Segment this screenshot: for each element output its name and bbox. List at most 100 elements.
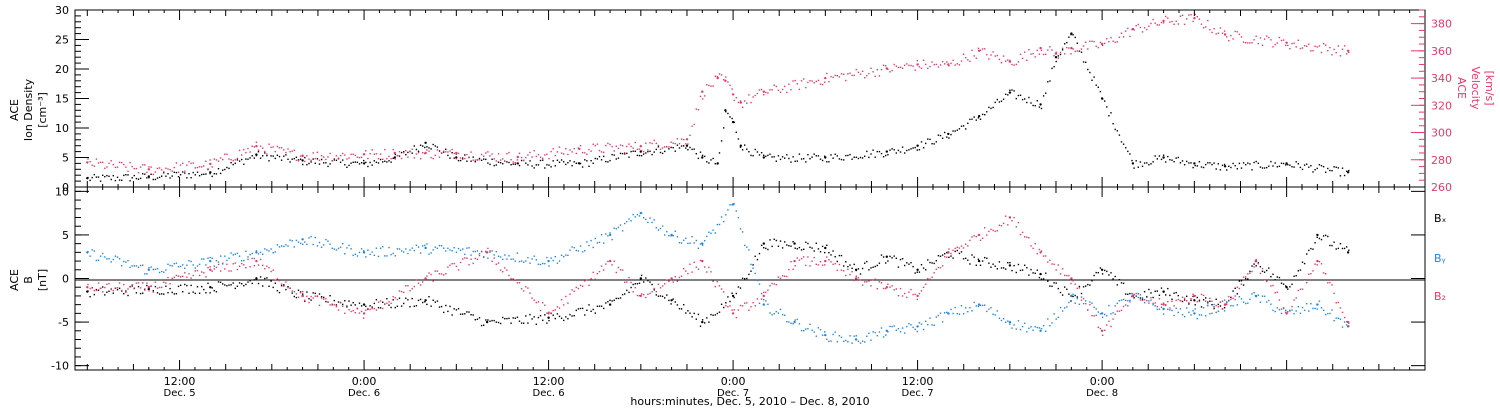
bz-point — [201, 271, 203, 273]
bx-point — [552, 314, 554, 316]
bx-point — [1129, 292, 1131, 295]
by-point — [297, 241, 300, 243]
by-point — [1036, 326, 1038, 329]
by-point — [805, 328, 807, 330]
bx-point — [817, 248, 820, 250]
bx-point — [685, 312, 687, 314]
velocity-point — [836, 75, 838, 77]
density-point — [1183, 164, 1186, 166]
bz-point — [718, 285, 721, 287]
bz-point — [1278, 299, 1281, 301]
velocity-point — [1017, 61, 1020, 63]
bz-point — [765, 291, 767, 293]
velocity-point — [1080, 48, 1083, 50]
bx-point — [308, 298, 310, 300]
by-point — [579, 245, 582, 247]
density-point — [268, 160, 270, 162]
density-point — [1303, 164, 1306, 166]
b-tick-label: -5 — [58, 316, 69, 329]
by-point — [173, 263, 175, 265]
velocity-point — [112, 163, 114, 166]
density-point — [704, 155, 706, 158]
bx-point — [118, 287, 121, 289]
by-marker — [547, 259, 550, 263]
velocity-point — [1221, 32, 1224, 34]
velocity-point — [1051, 49, 1053, 51]
by-point — [613, 227, 615, 229]
density-point — [108, 175, 110, 177]
bz-point — [335, 305, 338, 308]
by-point — [1343, 321, 1346, 323]
bx-point — [518, 320, 521, 322]
by-point — [1146, 296, 1148, 299]
bz-marker — [147, 286, 150, 289]
by-point — [638, 215, 641, 217]
bz-point — [394, 297, 396, 299]
velocity-point — [685, 143, 687, 145]
bz-point — [207, 266, 209, 269]
by-point — [969, 307, 971, 309]
bz-point — [1074, 283, 1076, 285]
by-point — [253, 257, 255, 260]
density-point — [169, 177, 171, 179]
bz-point — [1049, 259, 1051, 261]
density-point — [196, 171, 199, 173]
bx-point — [367, 308, 369, 310]
density-point — [1055, 60, 1057, 63]
velocity-point — [1209, 29, 1211, 31]
velocity-point — [493, 158, 495, 160]
density-point — [1329, 169, 1331, 172]
velocity-point — [600, 151, 603, 153]
bz-marker — [255, 259, 258, 263]
bz-point — [1131, 293, 1133, 295]
density-point — [933, 143, 935, 145]
velocity-point — [1289, 48, 1291, 50]
by-point — [573, 247, 575, 249]
velocity-point — [339, 154, 342, 157]
bx-point — [1314, 242, 1316, 244]
density-tick-label: 0 — [62, 181, 69, 194]
bx-point — [918, 271, 921, 273]
bz-point — [1325, 273, 1327, 275]
bz-point — [1162, 302, 1165, 304]
density-point — [219, 172, 222, 175]
by-point — [1329, 312, 1331, 315]
bz-point — [1322, 272, 1325, 274]
velocity-point — [1064, 53, 1066, 55]
bz-point — [1169, 307, 1171, 309]
bx-point — [447, 310, 449, 313]
bz-point — [674, 276, 676, 278]
bx-point — [358, 302, 361, 304]
by-point — [1306, 303, 1308, 305]
by-point — [603, 242, 605, 244]
bz-point — [510, 277, 512, 280]
by-point — [885, 334, 887, 336]
bz-point — [573, 290, 575, 292]
by-point — [264, 248, 266, 250]
density-point — [1028, 96, 1030, 99]
density-point — [1129, 153, 1131, 155]
velocity-point — [1339, 55, 1342, 57]
velocity-point — [781, 88, 784, 91]
velocity-point — [809, 80, 811, 82]
bx-point — [312, 292, 314, 294]
bz-point — [106, 283, 108, 285]
bz-point — [1024, 236, 1026, 238]
by-point — [937, 314, 940, 317]
velocity-point — [981, 48, 984, 50]
bz-point — [417, 282, 420, 284]
bx-point — [419, 298, 422, 301]
bz-point — [222, 262, 224, 264]
bx-point — [1306, 253, 1308, 255]
by-point — [1179, 308, 1182, 310]
bz-point — [666, 279, 668, 281]
bx-point — [824, 251, 826, 254]
density-point — [165, 175, 167, 177]
by-point — [1053, 313, 1055, 315]
bx-point — [1232, 290, 1234, 292]
velocity-point — [1030, 53, 1032, 55]
velocity-marker — [731, 93, 735, 96]
by-point — [912, 326, 914, 329]
by-point — [838, 335, 841, 337]
by-point — [230, 252, 232, 254]
